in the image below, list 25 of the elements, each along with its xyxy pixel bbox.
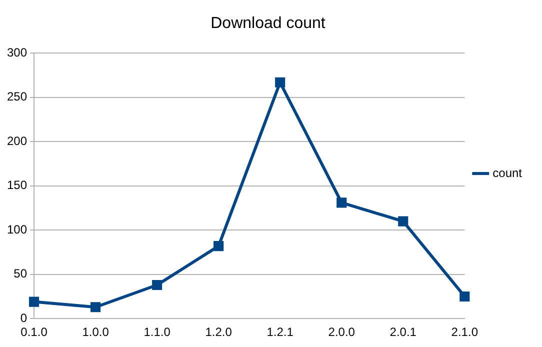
x-tick-label: 0.1.0 (20, 325, 48, 340)
y-tick-label: 150 (6, 178, 28, 192)
point (152, 280, 162, 290)
point (336, 198, 347, 208)
x-tick-label: 1.2.0 (205, 325, 232, 340)
x-tick-label: 2.1.0 (451, 325, 478, 340)
point (28, 296, 40, 307)
y-tick-label: 250 (6, 90, 28, 104)
y-tick-label: 100 (6, 222, 28, 236)
y-tick-label: 300 (6, 46, 28, 60)
point (275, 77, 286, 88)
point (214, 241, 224, 252)
y-tick-label: 200 (6, 134, 28, 148)
point (460, 291, 470, 302)
x-tick-label: 2.0.0 (328, 325, 356, 340)
x-tick-label: 1.0.0 (82, 325, 110, 340)
x-tick-label: 2.0.1 (390, 325, 417, 340)
point (90, 302, 101, 312)
x-tick-label: 1.2.1 (266, 325, 294, 340)
point (398, 216, 408, 226)
y-tick-label: 0 (20, 310, 28, 325)
legend-label: count (492, 166, 523, 180)
y-tick-label: 50 (14, 266, 28, 281)
x-tick-label: 1.1.0 (144, 325, 171, 340)
chart-title: Download count (210, 15, 326, 32)
